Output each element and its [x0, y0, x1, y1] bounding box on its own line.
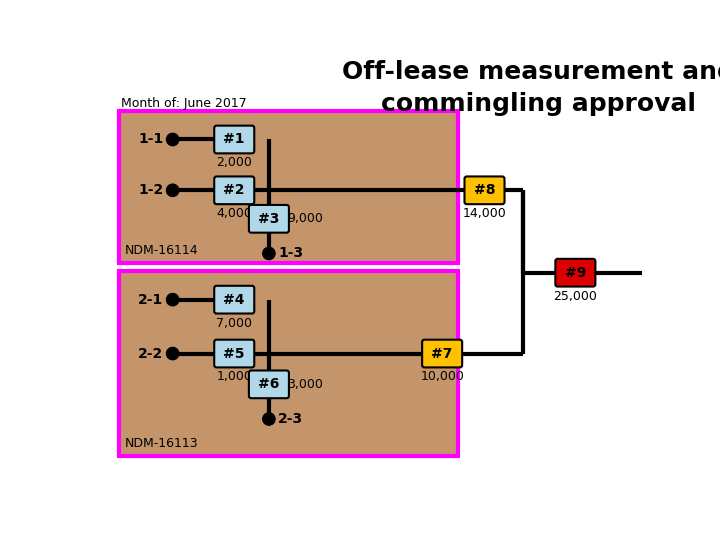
Text: #3: #3	[258, 212, 279, 226]
Text: #8: #8	[474, 183, 495, 197]
Text: 2-1: 2-1	[138, 293, 163, 307]
Text: 2-3: 2-3	[278, 412, 303, 426]
FancyBboxPatch shape	[464, 177, 505, 204]
Text: #6: #6	[258, 377, 279, 392]
Text: 9,000: 9,000	[287, 212, 323, 225]
Text: 1-3: 1-3	[278, 246, 303, 260]
Text: 10,000: 10,000	[420, 370, 464, 383]
Text: 1-1: 1-1	[138, 132, 163, 146]
Circle shape	[263, 247, 275, 260]
Circle shape	[166, 184, 179, 197]
Text: #1: #1	[223, 132, 245, 146]
Text: 7,000: 7,000	[216, 316, 252, 329]
FancyBboxPatch shape	[119, 111, 457, 264]
Text: Off-lease measurement and
commingling approval: Off-lease measurement and commingling ap…	[342, 60, 720, 116]
Text: NDM-16114: NDM-16114	[125, 244, 199, 257]
Text: #7: #7	[431, 347, 453, 361]
Circle shape	[166, 133, 179, 146]
Text: 14,000: 14,000	[463, 207, 506, 220]
FancyBboxPatch shape	[215, 177, 254, 204]
Text: NDM-16113: NDM-16113	[125, 437, 199, 450]
Text: 3,000: 3,000	[287, 378, 323, 391]
Text: #2: #2	[223, 183, 245, 197]
FancyBboxPatch shape	[422, 340, 462, 367]
Text: #4: #4	[223, 293, 245, 307]
Text: 25,000: 25,000	[554, 289, 598, 302]
Text: 2,000: 2,000	[216, 157, 252, 170]
FancyBboxPatch shape	[119, 271, 457, 456]
Text: 2-2: 2-2	[138, 347, 163, 361]
Text: Month of: June 2017: Month of: June 2017	[121, 97, 247, 110]
FancyBboxPatch shape	[215, 286, 254, 314]
FancyBboxPatch shape	[215, 126, 254, 153]
FancyBboxPatch shape	[215, 340, 254, 367]
Text: #9: #9	[564, 266, 586, 280]
FancyBboxPatch shape	[249, 370, 289, 398]
Text: 1-2: 1-2	[138, 183, 163, 197]
FancyBboxPatch shape	[555, 259, 595, 287]
FancyBboxPatch shape	[249, 205, 289, 233]
Circle shape	[166, 347, 179, 360]
Circle shape	[263, 413, 275, 425]
Circle shape	[166, 294, 179, 306]
Text: 4,000: 4,000	[216, 207, 252, 220]
Text: #5: #5	[223, 347, 245, 361]
Text: 1,000: 1,000	[216, 370, 252, 383]
